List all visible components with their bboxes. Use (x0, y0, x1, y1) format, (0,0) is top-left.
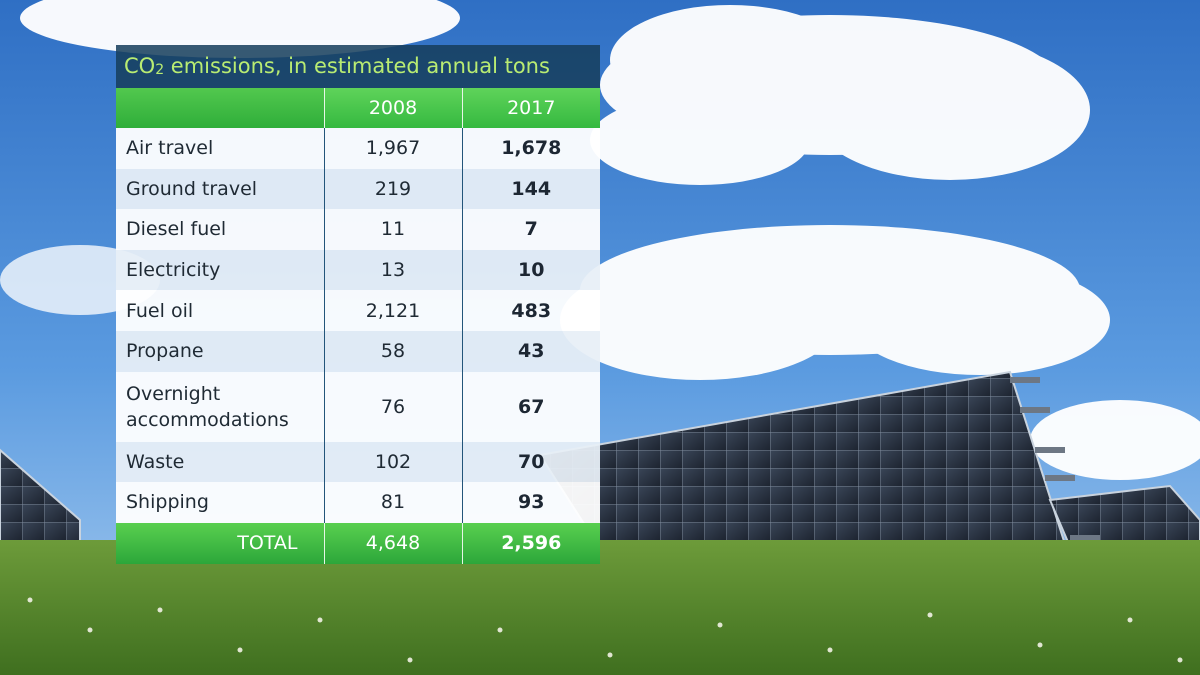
value-2008: 13 (324, 249, 463, 291)
header-2017: 2017 (462, 88, 600, 128)
value-2017: 1,678 (462, 128, 600, 169)
table-row: Waste 102 70 (116, 441, 600, 483)
value-2008: 76 (324, 371, 463, 442)
row-category: Diesel fuel (116, 209, 325, 250)
total-2017: 2,596 (462, 522, 600, 564)
value-2008: 58 (324, 330, 463, 372)
header-category (116, 88, 325, 128)
table-row: Overnight accommodations 76 67 (116, 371, 600, 442)
row-category: Air travel (116, 128, 325, 169)
header-row: 2008 2017 (116, 88, 600, 128)
emissions-table-panel: CO2 emissions, in estimated annual tons … (116, 45, 600, 564)
row-category: Ground travel (116, 168, 325, 210)
title-text: CO (124, 54, 156, 78)
value-2008: 81 (324, 482, 463, 523)
total-row: TOTAL 4,648 2,596 (116, 522, 600, 564)
value-2008: 11 (324, 209, 463, 250)
row-category: Shipping (116, 482, 325, 523)
table-row: Fuel oil 2,121 483 (116, 290, 600, 331)
value-2008: 102 (324, 441, 463, 483)
table-row: Shipping 81 93 (116, 482, 600, 523)
table-title: CO2 emissions, in estimated annual tons (116, 45, 600, 88)
row-category: Propane (116, 330, 325, 372)
value-2017: 483 (462, 290, 600, 331)
table-row: Diesel fuel 11 7 (116, 209, 600, 250)
row-category: Electricity (116, 249, 325, 291)
value-2017: 10 (462, 249, 600, 291)
value-2017: 70 (462, 441, 600, 483)
value-2017: 67 (462, 371, 600, 442)
emissions-table: 2008 2017 Air travel 1,967 1,678 Ground … (116, 88, 600, 564)
value-2017: 93 (462, 482, 600, 523)
title-subscript: 2 (155, 62, 165, 78)
value-2008: 219 (324, 168, 463, 210)
row-category: Overnight accommodations (116, 371, 325, 442)
row-category: Fuel oil (116, 290, 325, 331)
value-2017: 144 (462, 168, 600, 210)
table-row: Propane 58 43 (116, 330, 600, 372)
row-category: Waste (116, 441, 325, 483)
table-row: Ground travel 219 144 (116, 168, 600, 210)
value-2017: 7 (462, 209, 600, 250)
title-text-rest: emissions, in estimated annual tons (164, 54, 550, 78)
table-row: Air travel 1,967 1,678 (116, 128, 600, 169)
value-2017: 43 (462, 330, 600, 372)
table-row: Electricity 13 10 (116, 249, 600, 291)
total-label: TOTAL (116, 522, 325, 564)
value-2008: 2,121 (324, 290, 463, 331)
total-2008: 4,648 (324, 522, 463, 564)
value-2008: 1,967 (324, 128, 463, 169)
header-2008: 2008 (324, 88, 463, 128)
